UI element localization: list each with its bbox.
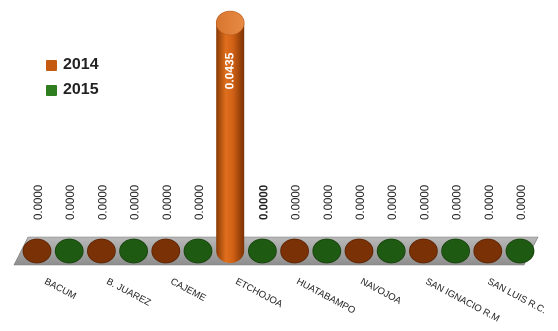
data-label-2015-B. JUAREZ: 0.0000: [130, 185, 142, 220]
legend-swatch-2015: [46, 84, 57, 96]
data-label-2014-SAN IGNACIO R.M: 0.0000: [419, 185, 431, 220]
category-label: BACUM: [42, 276, 78, 302]
bar-2014-ETCHOJOA: [216, 23, 245, 263]
bar-2014-SAN IGNACIO R.M: [408, 238, 438, 264]
bar-2015-B. JUAREZ: [119, 238, 149, 264]
data-label-2014-CAJEME: 0.0000: [162, 185, 174, 220]
data-label-2014-SAN LUIS R.C.: 0.0000: [484, 185, 496, 220]
category-label: HUATABAMPO: [294, 276, 357, 316]
category-label: ETCHOJOA: [233, 276, 284, 310]
category-label: CAJEME: [168, 276, 207, 304]
bar-2015-HUATABAMPO: [312, 238, 342, 264]
legend-label-2014: 2014: [63, 56, 99, 73]
data-label-2015-SAN IGNACIO R.M: 0.0000: [452, 185, 464, 220]
legend-item-2014: 2014: [46, 54, 99, 76]
data-label-2014-B. JUAREZ: 0.0000: [97, 185, 109, 220]
bar-2015-ETCHOJOA: [247, 238, 277, 264]
bar-2014-BACUM: [22, 238, 52, 264]
data-label-2014-BACUM: 0.0000: [33, 185, 45, 220]
data-label-2015-NAVOJOA: 0.0000: [387, 185, 399, 220]
category-label: B. JUAREZ: [104, 276, 152, 309]
data-label-2015-HUATABAMPO: 0.0000: [323, 185, 335, 220]
data-label-2014-HUATABAMPO: 0.0000: [291, 185, 303, 220]
bar-2014-NAVOJOA: [344, 238, 374, 264]
bar-2015-SAN LUIS R.C.: [505, 238, 535, 264]
bar-2015-NAVOJOA: [376, 238, 406, 264]
bar-2015-BACUM: [54, 238, 84, 264]
data-label-2014-NAVOJOA: 0.0000: [355, 185, 367, 220]
bar-2014-HUATABAMPO: [280, 238, 310, 264]
legend-swatch-2014: [46, 59, 57, 71]
legend-item-2015: 2015: [46, 79, 99, 101]
data-label-2015-ETCHOJOA: 0.0000: [258, 185, 270, 220]
legend-label-2015: 2015: [63, 81, 99, 98]
data-label-2015-SAN LUIS R.C.: 0.0000: [516, 185, 528, 220]
data-label-2015-BACUM: 0.0000: [65, 185, 77, 220]
bar-2015-SAN IGNACIO R.M: [441, 238, 471, 264]
data-label-2015-CAJEME: 0.0000: [194, 185, 206, 220]
data-label-2014-ETCHOJOA: 0.0435: [222, 52, 236, 89]
bar-2014-CAJEME: [151, 238, 181, 264]
bar-2014-B. JUAREZ: [87, 238, 116, 264]
bar-top-2014-ETCHOJOA: [215, 10, 245, 36]
bar-2015-CAJEME: [183, 238, 213, 264]
legend: 2014 2015: [46, 54, 99, 104]
bar-2014-SAN LUIS R.C.: [473, 238, 503, 264]
category-label: NAVOJOA: [358, 276, 403, 307]
